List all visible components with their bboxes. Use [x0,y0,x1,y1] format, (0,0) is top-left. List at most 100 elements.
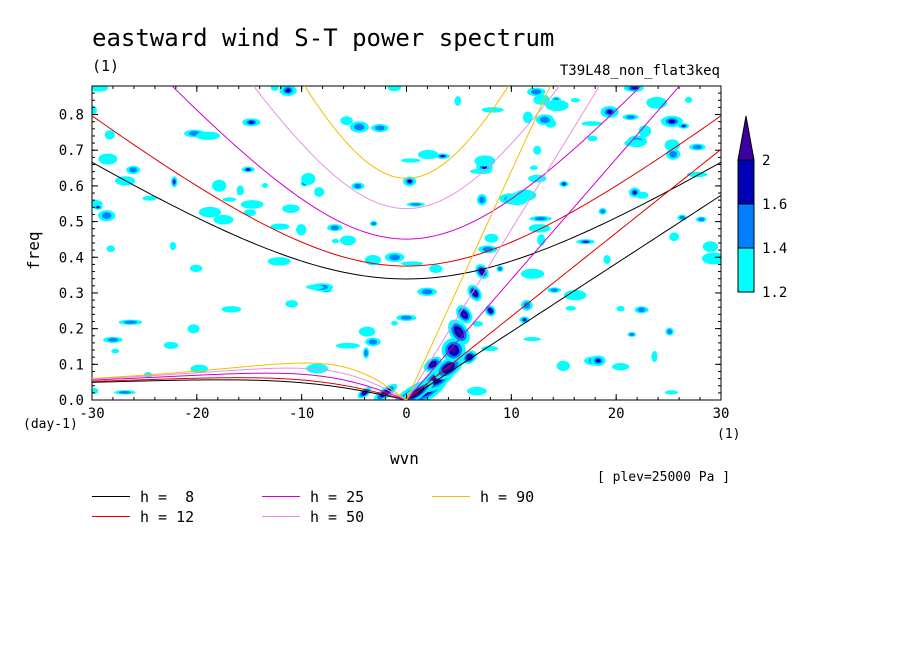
x-axis-unit: (1) [717,427,741,442]
rossby-curve [92,362,407,400]
power-blob [430,362,435,366]
power-blob [474,155,496,167]
power-blob [98,153,118,165]
power-blob [331,238,339,244]
power-blob [629,332,635,336]
power-blob [669,232,680,242]
power-blob [400,158,421,163]
inertia-gravity-curve [171,86,642,240]
power-blob [222,197,237,202]
kelvin-curve [406,86,601,400]
power-blob [701,252,721,265]
power-blob [236,185,244,196]
power-blob [498,266,502,271]
power-blob [523,337,541,342]
power-blob [581,121,603,126]
power-blob [692,145,702,150]
power-blob [407,179,412,184]
power-blob [570,98,580,103]
power-blob [340,116,353,126]
legend-line [262,496,300,497]
power-blob [270,223,290,230]
power-blob [267,257,291,266]
power-blob [472,320,484,327]
power-blob [664,390,678,395]
power-blob [630,86,637,90]
power-blob [368,339,378,345]
power-blob [454,96,462,106]
power-blob [196,131,220,140]
x-tick-label: 0 [402,406,410,422]
power-blob [582,240,589,243]
power-blob [537,234,546,246]
power-blob [163,341,179,349]
inertia-gravity-curve [252,86,561,210]
y-tick-label: 0.4 [59,250,84,266]
power-blob [563,290,587,301]
power-blob [612,363,630,371]
y-tick-label: 0.6 [59,179,84,195]
power-blob [363,391,366,395]
power-blob [282,204,300,213]
power-blob [522,111,533,124]
y-tick-label: 0.3 [59,286,84,302]
inertia-gravity-curve [92,161,721,280]
power-blob [545,99,569,112]
power-blob [285,88,291,93]
power-blob [467,386,487,396]
plev-label: [ plev=25000 Pa ] [597,470,731,485]
power-blob [682,124,686,127]
power-blob [481,346,499,352]
power-blob [638,125,652,138]
power-blob [410,203,421,206]
power-blob [124,320,137,324]
power-blob [358,326,376,337]
power-blob [616,305,625,312]
colorbar-label: 1.4 [762,241,787,257]
power-blob [522,318,526,322]
y-tick-label: 0.8 [59,108,84,124]
power-blob [480,269,484,274]
power-blob [484,233,499,243]
x-tick-label: 30 [713,406,730,422]
power-blob [354,183,362,189]
power-blob [679,215,685,220]
power-blob [314,187,325,197]
legend-line [92,496,130,497]
power-blob [632,190,637,195]
power-blob [335,342,360,349]
dispersion-curves [92,86,721,400]
rossby-curve [92,377,407,400]
power-blob [107,338,119,342]
power-blob [296,224,307,236]
kelvin-curve [406,86,681,400]
power-blob [364,349,368,357]
power-blob [456,329,462,336]
power-blob [101,212,112,219]
power-blob [106,245,116,252]
power-blob [531,89,542,95]
colorbar-segment [737,247,755,293]
power-blob [306,363,328,374]
power-blob [651,350,658,363]
y-tick-label: 0.1 [59,357,84,373]
power-blob [479,196,485,204]
kelvin-curve [406,194,721,400]
power-blob [92,86,109,92]
x-tick-label: -30 [79,406,104,422]
power-blob [626,115,635,119]
legend-label: h = 50 [310,508,365,526]
x-tick-label: -10 [289,406,314,422]
power-blob [129,167,137,173]
power-blob [104,130,115,140]
power-blob [387,86,402,92]
power-blob [306,284,324,290]
power-blob [533,94,550,105]
power-blob [142,195,157,201]
power-blob [628,139,645,148]
power-blob [421,289,433,295]
y-axis-unit: (day-1) [23,417,78,432]
chart-title: eastward wind S-T power spectrum [92,24,555,52]
power-blob [221,306,242,313]
